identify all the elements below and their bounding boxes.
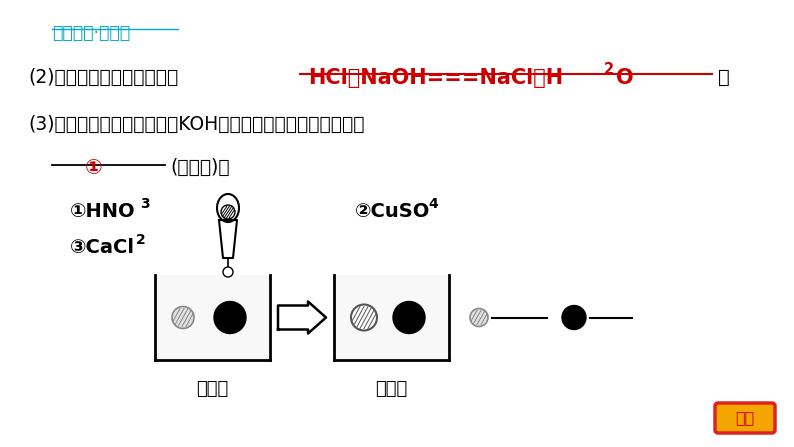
Text: 4: 4 (428, 197, 437, 211)
Circle shape (393, 301, 425, 333)
Ellipse shape (217, 194, 239, 222)
Text: (填序号)。: (填序号)。 (170, 158, 229, 177)
Text: 3: 3 (140, 197, 149, 211)
Text: 反应后: 反应后 (375, 380, 407, 398)
Text: 返回: 返回 (735, 410, 754, 426)
Text: (2)发生反应的化学方程式为: (2)发生反应的化学方程式为 (28, 68, 178, 87)
Circle shape (172, 307, 194, 329)
Text: ③CaCl: ③CaCl (70, 238, 135, 257)
Bar (334, 275, 449, 360)
Bar (155, 275, 270, 360)
Text: HCl＋NaOH===NaCl＋H: HCl＋NaOH===NaCl＋H (308, 68, 563, 88)
Polygon shape (278, 301, 326, 333)
Circle shape (214, 301, 246, 333)
Text: ①: ① (85, 158, 102, 178)
Text: ②CuSO: ②CuSO (355, 202, 430, 221)
Polygon shape (219, 220, 237, 258)
Text: ①HNO: ①HNO (70, 202, 136, 221)
Text: 夯实基础·逐点练: 夯实基础·逐点练 (52, 24, 130, 42)
Text: 。: 。 (718, 68, 730, 87)
Circle shape (223, 267, 233, 277)
FancyBboxPatch shape (715, 403, 775, 433)
Circle shape (351, 304, 377, 330)
Circle shape (562, 305, 586, 329)
Text: (3)下列物质中只有一种能与KOH溶液发生上述类似反应，应是: (3)下列物质中只有一种能与KOH溶液发生上述类似反应，应是 (28, 115, 364, 134)
Circle shape (221, 205, 235, 219)
Text: 反应前: 反应前 (196, 380, 228, 398)
Text: 2: 2 (136, 233, 146, 247)
Text: O: O (616, 68, 634, 88)
Text: 2: 2 (604, 62, 614, 77)
Circle shape (470, 308, 488, 326)
